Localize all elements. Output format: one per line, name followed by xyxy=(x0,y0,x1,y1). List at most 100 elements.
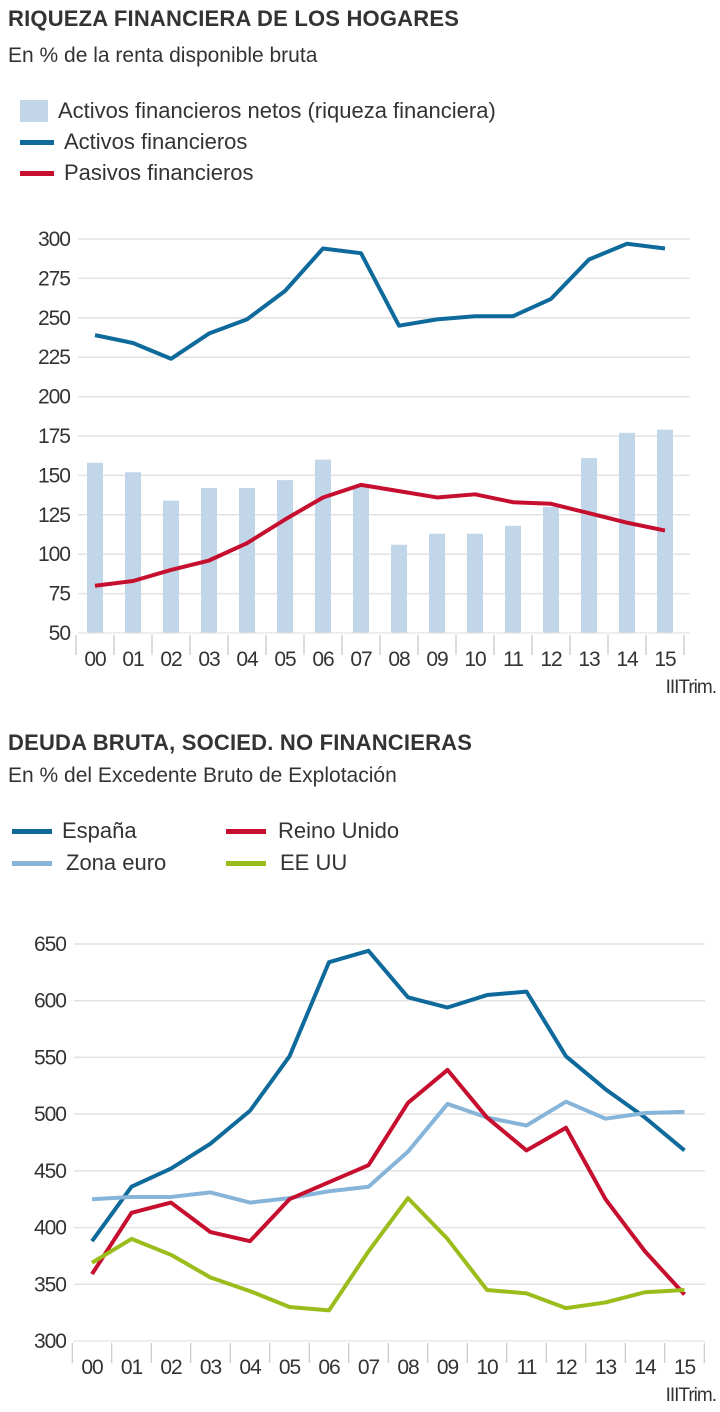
y-tick-label: 500 xyxy=(34,1103,66,1126)
legend-label: España xyxy=(62,818,137,843)
y-tick-label: 225 xyxy=(38,346,70,369)
series-line xyxy=(91,1099,685,1205)
series-line xyxy=(90,1196,685,1313)
x-tick-label: 07 xyxy=(358,1356,380,1379)
bar xyxy=(125,472,141,633)
legend-netos: Activos financieros netos (riqueza finan… xyxy=(20,98,496,124)
x-tick-label: 10 xyxy=(476,1356,498,1379)
bar xyxy=(87,462,103,633)
x-axis-note: IIITrim. xyxy=(666,1385,716,1406)
bar xyxy=(429,533,445,633)
bar xyxy=(315,459,331,633)
legend-label: Zona euro xyxy=(66,850,167,875)
y-tick-label: 600 xyxy=(34,990,66,1013)
legend-label: EE UU xyxy=(280,850,348,875)
chart2-subtitle: En % del Excedente Bruto de Explotación xyxy=(8,764,397,787)
x-tick-label: 12 xyxy=(555,1356,577,1379)
x-tick-label: 08 xyxy=(397,1356,419,1379)
x-tick-label: 00 xyxy=(81,1356,103,1379)
x-tick-label: 07 xyxy=(350,648,372,671)
y-tick-label: 450 xyxy=(34,1160,66,1183)
legend-zona-euro: Zona euro xyxy=(12,850,166,876)
x-tick-label: 09 xyxy=(426,648,448,671)
legend-line-swatch xyxy=(12,828,52,834)
y-tick-label: 250 xyxy=(38,307,70,330)
series-line xyxy=(94,241,666,361)
x-tick-label: 10 xyxy=(464,648,486,671)
x-tick-label: 15 xyxy=(674,1356,696,1379)
legend-line-swatch xyxy=(226,860,266,866)
x-tick-label: 14 xyxy=(634,1356,657,1379)
legend-pasivos: Pasivos financieros xyxy=(20,160,254,186)
legend-eeuu: EE UU xyxy=(226,850,347,876)
legend-label: Activos financieros xyxy=(64,129,248,154)
x-tick-label: 06 xyxy=(318,1356,340,1379)
y-tick-label: 650 xyxy=(34,933,66,956)
x-tick-label: 08 xyxy=(388,648,410,671)
bar xyxy=(163,500,179,633)
legend-label: Activos financieros netos (riqueza finan… xyxy=(58,98,496,123)
legend-line-swatch xyxy=(226,828,266,834)
x-tick-label: 03 xyxy=(198,648,220,671)
x-tick-label: 12 xyxy=(540,648,562,671)
legend-activos: Activos financieros xyxy=(20,129,247,155)
chart1-plot: 300 275 250 225 200 175 150 125 100 75 50 00 01 02 03 0… xyxy=(38,228,717,698)
x-tick-label: 01 xyxy=(121,1356,143,1379)
bar xyxy=(239,488,255,633)
bar xyxy=(581,458,597,633)
y-tick-label: 125 xyxy=(38,504,70,527)
legend-espana: España xyxy=(12,818,137,844)
legend-reino-unido: Reino Unido xyxy=(226,818,399,844)
x-tick-label: 02 xyxy=(160,1356,182,1379)
chart2-title: DEUDA BRUTA, SOCIED. NO FINANCIERAS xyxy=(8,730,473,755)
x-tick-label: 14 xyxy=(616,648,639,671)
bar xyxy=(467,533,483,633)
bar xyxy=(543,506,559,633)
y-tick-label: 275 xyxy=(38,267,70,290)
bar xyxy=(657,429,673,633)
legend-label: Reino Unido xyxy=(278,818,400,843)
y-tick-label: 300 xyxy=(34,1330,66,1353)
x-tick-label: 01 xyxy=(122,648,144,671)
x-tick-label: 15 xyxy=(654,648,676,671)
chart1-title: RIQUEZA FINANCIERA DE LOS HOGARES xyxy=(8,6,460,31)
series-line xyxy=(90,948,686,1243)
legend-bar-swatch xyxy=(20,100,48,122)
y-tick-label: 300 xyxy=(38,228,70,251)
y-tick-label: 50 xyxy=(49,622,71,645)
y-tick-label: 175 xyxy=(38,425,70,448)
x-tick-label: 04 xyxy=(236,648,259,671)
series-line xyxy=(90,1067,686,1296)
legend-label: Pasivos financieros xyxy=(64,160,254,185)
x-tick-label: 02 xyxy=(160,648,182,671)
bar xyxy=(391,544,407,633)
x-tick-label: 11 xyxy=(517,1356,537,1379)
y-tick-label: 400 xyxy=(34,1217,66,1240)
x-tick-label: 00 xyxy=(84,648,106,671)
y-tick-label: 150 xyxy=(38,464,70,487)
legend-line-swatch xyxy=(20,139,54,145)
x-tick-label: 09 xyxy=(437,1356,459,1379)
chart1-subtitle: En % de la renta disponible bruta xyxy=(8,44,318,67)
x-tick-label: 06 xyxy=(312,648,334,671)
y-tick-label: 350 xyxy=(34,1273,66,1296)
y-tick-label: 550 xyxy=(34,1046,66,1069)
y-tick-label: 100 xyxy=(38,543,70,566)
x-axis-note: IIITrim. xyxy=(666,677,716,698)
x-tick-label: 05 xyxy=(274,648,296,671)
y-tick-label: 200 xyxy=(38,386,70,409)
x-tick-label: 05 xyxy=(279,1356,301,1379)
y-tick-label: 75 xyxy=(49,583,71,606)
x-tick-label: 13 xyxy=(578,648,600,671)
x-tick-label: 03 xyxy=(200,1356,222,1379)
bar xyxy=(619,432,635,633)
x-tick-label: 04 xyxy=(239,1356,262,1379)
bar xyxy=(353,486,369,633)
legend-line-swatch xyxy=(12,860,52,866)
bar xyxy=(505,525,521,633)
series-line xyxy=(94,482,666,588)
x-tick-label: 11 xyxy=(503,648,523,671)
legend-line-swatch xyxy=(20,170,54,176)
x-tick-label: 13 xyxy=(595,1356,617,1379)
